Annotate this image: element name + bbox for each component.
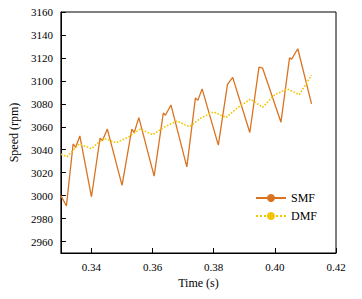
svg-text:DMF: DMF [291, 209, 317, 223]
svg-text:0.42: 0.42 [326, 261, 345, 273]
svg-text:0.40: 0.40 [265, 261, 285, 273]
svg-text:2960: 2960 [31, 236, 54, 248]
svg-text:3020: 3020 [31, 167, 54, 179]
svg-text:3160: 3160 [31, 6, 54, 18]
svg-text:3140: 3140 [31, 29, 54, 41]
svg-text:3060: 3060 [31, 121, 54, 133]
svg-text:3120: 3120 [31, 52, 54, 64]
svg-text:0.36: 0.36 [143, 261, 163, 273]
svg-text:3000: 3000 [31, 190, 54, 202]
svg-text:3100: 3100 [31, 75, 54, 87]
svg-text:2980: 2980 [31, 213, 54, 225]
svg-text:0.34: 0.34 [82, 261, 102, 273]
svg-text:3080: 3080 [31, 98, 54, 110]
svg-text:Time (s): Time (s) [178, 276, 219, 290]
svg-text:Speed (rpm): Speed (rpm) [7, 103, 21, 163]
svg-text:SMF: SMF [291, 191, 315, 205]
svg-text:0.38: 0.38 [204, 261, 224, 273]
svg-text:3040: 3040 [31, 144, 54, 156]
